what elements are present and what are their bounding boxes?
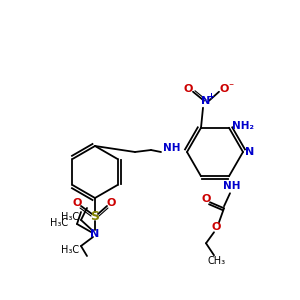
Text: S: S xyxy=(91,211,100,224)
Text: H₃C: H₃C xyxy=(50,218,68,228)
Text: ⁻: ⁻ xyxy=(228,82,234,92)
Text: O: O xyxy=(219,84,229,94)
Text: H₃C: H₃C xyxy=(61,245,79,255)
Text: CH₃: CH₃ xyxy=(208,256,226,266)
Text: O: O xyxy=(183,84,193,94)
Text: H₃C: H₃C xyxy=(61,212,79,222)
Text: NH₂: NH₂ xyxy=(232,121,254,131)
Text: O: O xyxy=(106,198,116,208)
Text: NH: NH xyxy=(163,143,181,153)
Text: NH: NH xyxy=(223,181,241,191)
Text: N: N xyxy=(90,229,100,239)
Text: O: O xyxy=(201,194,211,204)
Text: O: O xyxy=(72,198,82,208)
Text: +: + xyxy=(208,92,214,101)
Text: N: N xyxy=(201,96,211,106)
Text: N: N xyxy=(245,147,255,157)
Text: O: O xyxy=(211,222,221,232)
